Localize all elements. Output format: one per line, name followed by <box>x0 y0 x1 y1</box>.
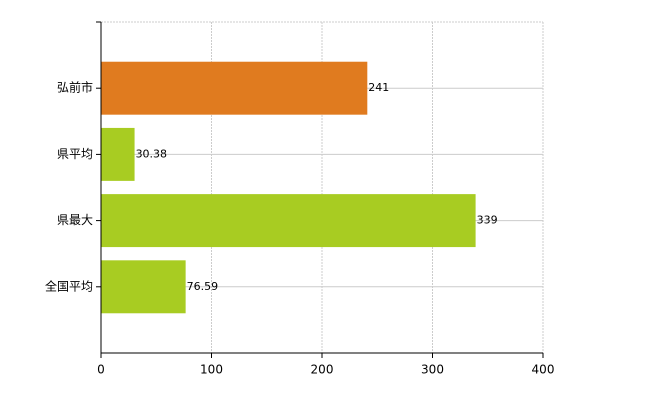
value-label: 76.59 <box>187 280 219 293</box>
x-tick-label: 0 <box>97 363 105 377</box>
x-tick-label: 400 <box>532 363 555 377</box>
x-tick-label: 300 <box>421 363 444 377</box>
value-label: 30.38 <box>136 147 168 160</box>
bar <box>101 127 135 181</box>
bar <box>101 194 476 248</box>
value-label: 339 <box>477 214 498 227</box>
x-tick-label: 100 <box>200 363 223 377</box>
y-tick-label: 県平均 <box>57 147 93 161</box>
x-tick-label: 200 <box>311 363 334 377</box>
bar <box>101 61 368 115</box>
y-tick-label: 県最大 <box>57 213 93 227</box>
bar <box>101 260 186 314</box>
value-label: 241 <box>368 81 389 94</box>
y-tick-label: 全国平均 <box>45 278 93 293</box>
y-tick-label: 弘前市 <box>57 80 93 95</box>
